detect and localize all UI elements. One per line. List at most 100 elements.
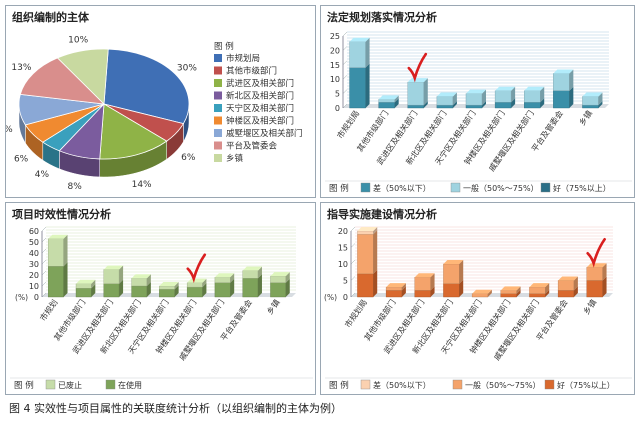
y-tick-line — [342, 89, 348, 94]
y-tick-line — [41, 270, 47, 276]
bar-top-1 — [378, 95, 399, 100]
y-tick-label: 0 — [343, 293, 348, 302]
legend-title: 图 例 — [329, 380, 349, 391]
pie-slice-label-3: 8% — [67, 182, 82, 192]
bar-side-4-series-0 — [482, 101, 487, 108]
y-tick-label: 10 — [338, 260, 348, 269]
y-tick-label: 15 — [330, 61, 340, 70]
bar-7-series-1 — [553, 73, 570, 91]
legend-swatch-0 — [360, 379, 371, 390]
y-tick-line — [350, 276, 356, 281]
guidance-panel: 指导实施建设情况分析 0 5 10 15 20 (%) 市规划局 其他市级部门 武进区及相关部门… — [320, 202, 635, 395]
y-tick-label: 20 — [338, 227, 348, 236]
bar-top-0 — [357, 227, 378, 231]
bar-top-4 — [472, 289, 492, 294]
bar-0-series-1 — [48, 238, 64, 267]
bar-side-6-series-1 — [230, 273, 235, 283]
guidance-title: 指导实施建设情况分析 — [327, 208, 437, 221]
bar-5-series-1 — [186, 282, 203, 288]
y-tick-label: 40 — [29, 249, 39, 258]
y-tick-label: 10 — [330, 75, 340, 84]
pie-legend-swatch-1 — [214, 66, 222, 75]
pie-legend-label-5: 钟楼区及相关部门 — [226, 116, 294, 127]
bar-top-2 — [414, 273, 435, 278]
bar-6-series-1 — [524, 90, 541, 103]
bar-side-1-series-1 — [91, 279, 96, 289]
y-tick-label: 20 — [29, 271, 39, 280]
bar-side-8-series-1 — [285, 272, 290, 283]
pie-slice-label-0: 30% — [177, 63, 197, 73]
bar-side-7-series-1 — [569, 69, 574, 91]
pie-slice-label-5: 6% — [14, 155, 29, 165]
bar-8-series-0 — [582, 104, 599, 109]
legend-label-1: 在使用 — [118, 380, 142, 390]
bar-side-8-series-1 — [598, 92, 603, 106]
red-checkmark — [186, 253, 207, 284]
legend-swatch-0 — [360, 182, 371, 193]
x-tick-label-0: 市规划局 — [335, 108, 362, 140]
pie-legend-swatch-6 — [214, 129, 222, 137]
bar-side-1-series-0 — [91, 284, 96, 297]
pie-legend-label-3: 新北区及相关部门 — [226, 91, 294, 102]
bar-side-1-series-1 — [394, 95, 399, 103]
bar-8-series-0 — [586, 280, 603, 298]
y-tick-label: 20 — [330, 46, 340, 55]
bar-3-series-1 — [131, 278, 148, 287]
bar-side-5-series-0 — [202, 283, 207, 297]
y-tick-line — [342, 31, 348, 37]
y-tick-line — [342, 103, 348, 109]
pie-legend-label-2: 武进区及相关部门 — [226, 78, 294, 89]
y-tick-line — [41, 226, 47, 232]
x-tick-label-0: 市规划局 — [342, 297, 369, 329]
pie-legend-swatch-4 — [214, 104, 222, 112]
y-unit: (%) — [324, 293, 337, 302]
bar-top-1 — [76, 279, 96, 284]
plan-chart: 0510152025市规划局其他市级部门武进区及相关部门新北区及相关部门天宁区及… — [325, 31, 632, 194]
bar-side-1-series-0 — [394, 98, 399, 108]
pie-slice-0 — [103, 48, 190, 125]
pie-legend-swatch-8 — [214, 154, 222, 162]
x-tick-label-0: 市规划 — [38, 297, 60, 322]
bar-7-series-1 — [242, 270, 259, 279]
bar-6-series-1 — [529, 286, 546, 294]
y-tick-line — [342, 75, 348, 80]
bar-top-6 — [529, 283, 550, 288]
bar-top-3 — [443, 260, 464, 264]
bar-top-6 — [524, 86, 545, 91]
bar-top-5 — [187, 278, 207, 283]
bar-1-series-1 — [385, 286, 403, 291]
bar-side-0-series-0 — [373, 269, 378, 297]
bar-side-3-series-0 — [459, 279, 464, 297]
pie-slice-label-2: 14% — [132, 180, 152, 190]
bar-top-8 — [582, 92, 603, 97]
y-tick-line — [41, 237, 47, 243]
bar-4-series-1 — [159, 285, 175, 290]
bar-side-4-series-1 — [482, 89, 487, 106]
y-tick-label: 30 — [29, 260, 39, 269]
y-tick-line — [41, 292, 47, 298]
plan-title: 法定规划落实情况分析 — [327, 11, 437, 24]
bar-side-5-series-1 — [511, 86, 516, 103]
bar-side-0-series-0 — [365, 63, 370, 108]
pie-legend-title: 图 例 — [214, 41, 234, 52]
bar-top-3 — [436, 92, 457, 97]
bar-8-series-1 — [270, 275, 286, 283]
bar-side-2-series-1 — [430, 273, 435, 291]
legend-swatch-1 — [450, 182, 461, 193]
bar-side-2-series-0 — [430, 286, 435, 297]
pie-legend-swatch-2 — [214, 79, 222, 87]
pie-slice-7 — [19, 57, 106, 105]
pie-legend-label-4: 天宁区及相关部门 — [226, 103, 294, 114]
plan-panel: 法定规划落实情况分析 0 5 10 15 20 25 市规划局 其他市级部门 武进区及相关部门新… — [320, 5, 635, 198]
bar-3-series-0 — [436, 104, 454, 109]
bar-side-7-series-0 — [257, 274, 262, 297]
legend-label-0: 已废止 — [58, 380, 82, 390]
bar-0-series-0 — [48, 266, 64, 298]
y-tick-label: 0 — [335, 104, 340, 113]
bar-side-3-series-0 — [146, 282, 151, 297]
bar-side-5-series-1 — [516, 286, 521, 294]
bar-3-series-0 — [443, 283, 460, 298]
y-tick-line — [342, 46, 348, 51]
bar-0-series-0 — [357, 273, 374, 298]
guidance-chart: 05101520(%)市规划局其他市级部门武进区及相关部门新北区及相关部门天宁区… — [324, 226, 632, 391]
